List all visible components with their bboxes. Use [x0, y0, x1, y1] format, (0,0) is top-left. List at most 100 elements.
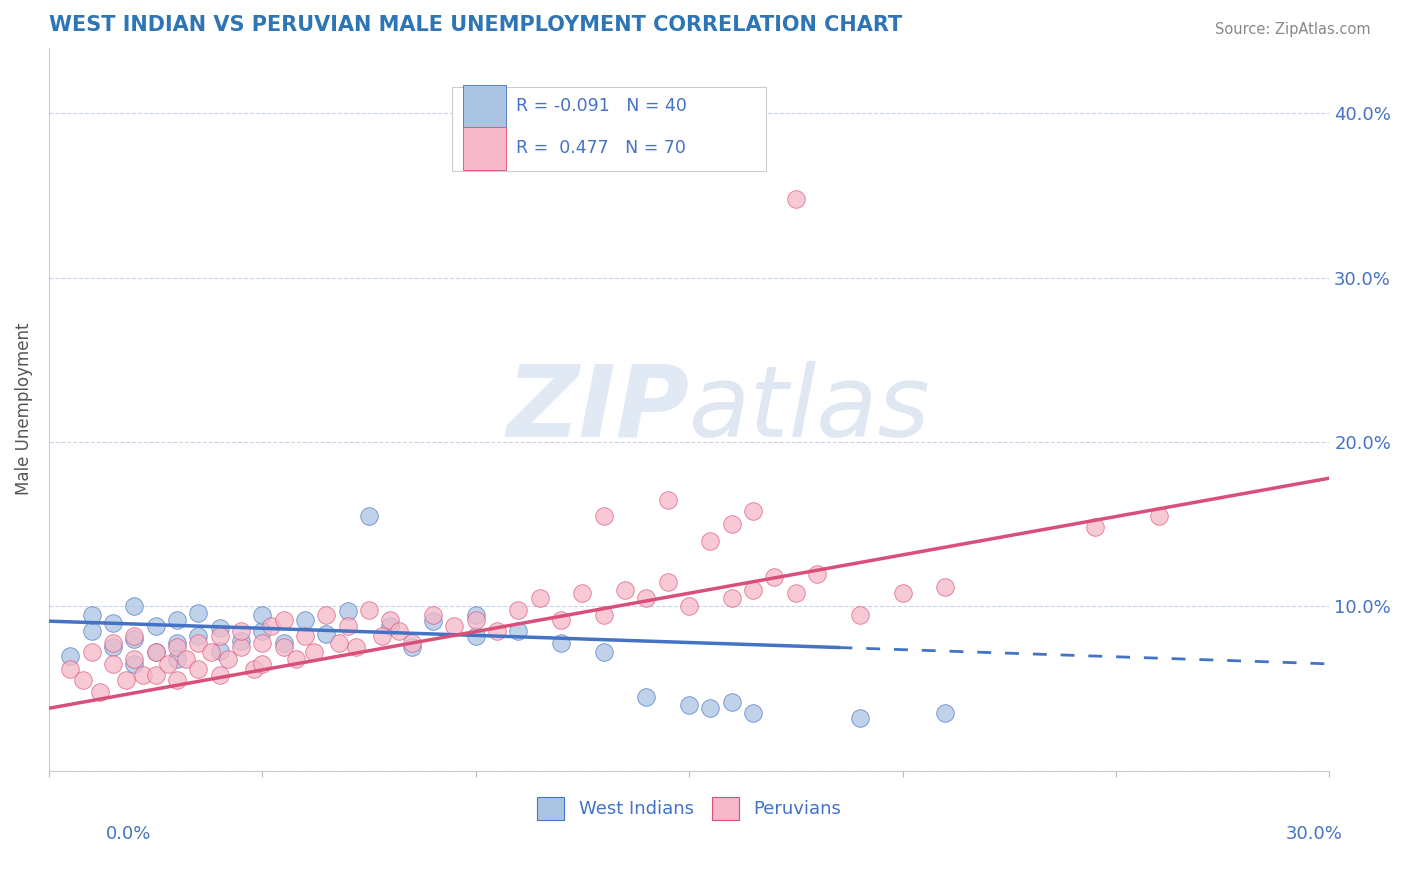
Point	[59, 648, 82, 663]
Point	[571, 586, 593, 600]
Point	[336, 604, 359, 618]
Point	[720, 517, 742, 532]
Point	[59, 662, 82, 676]
Point	[849, 607, 872, 622]
Point	[273, 640, 295, 655]
Point	[720, 591, 742, 606]
Point	[208, 668, 231, 682]
Point	[785, 586, 807, 600]
Text: WEST INDIAN VS PERUVIAN MALE UNEMPLOYMENT CORRELATION CHART: WEST INDIAN VS PERUVIAN MALE UNEMPLOYMEN…	[49, 15, 903, 35]
Point	[302, 645, 325, 659]
Point	[657, 492, 679, 507]
Point	[678, 599, 700, 614]
Point	[636, 591, 658, 606]
Point	[101, 635, 124, 649]
Point	[174, 652, 197, 666]
Point	[592, 645, 614, 659]
Point	[742, 504, 765, 518]
Point	[208, 629, 231, 643]
Point	[720, 695, 742, 709]
Point	[742, 582, 765, 597]
Point	[217, 652, 239, 666]
FancyBboxPatch shape	[453, 87, 766, 170]
Point	[443, 619, 465, 633]
Point	[464, 629, 486, 643]
Point	[934, 580, 956, 594]
Point	[285, 652, 308, 666]
Point	[132, 668, 155, 682]
Point	[273, 613, 295, 627]
Point	[80, 624, 103, 638]
Point	[72, 673, 94, 688]
Point	[529, 591, 551, 606]
Point	[891, 586, 914, 600]
Point	[208, 644, 231, 658]
Point	[273, 635, 295, 649]
Point	[464, 607, 486, 622]
Point	[699, 701, 721, 715]
Point	[508, 602, 530, 616]
Point	[336, 619, 359, 633]
Point	[157, 657, 180, 671]
Text: atlas: atlas	[689, 360, 931, 458]
Point	[124, 632, 146, 647]
Point	[166, 613, 188, 627]
Point	[401, 640, 423, 655]
Point	[80, 645, 103, 659]
Point	[806, 566, 828, 581]
Point	[80, 607, 103, 622]
Point	[678, 698, 700, 712]
Point	[657, 574, 679, 589]
Point	[229, 640, 252, 655]
Point	[124, 629, 146, 643]
Point	[315, 627, 337, 641]
Point	[592, 607, 614, 622]
Point	[699, 533, 721, 548]
Point	[252, 624, 274, 638]
Point	[294, 629, 316, 643]
Point	[145, 645, 167, 659]
Y-axis label: Male Unemployment: Male Unemployment	[15, 323, 32, 495]
Point	[114, 673, 136, 688]
Point	[422, 614, 444, 628]
Point	[124, 599, 146, 614]
Point	[380, 619, 402, 633]
Legend: West Indians, Peruvians: West Indians, Peruvians	[530, 790, 848, 827]
Point	[550, 635, 572, 649]
Point	[252, 607, 274, 622]
Point	[145, 668, 167, 682]
Point	[166, 640, 188, 655]
Point	[200, 645, 222, 659]
Text: ZIP: ZIP	[506, 360, 689, 458]
Point	[1083, 520, 1105, 534]
Point	[742, 706, 765, 721]
Point	[1147, 508, 1170, 523]
Text: 0.0%: 0.0%	[105, 825, 150, 843]
Point	[636, 690, 658, 704]
Point	[187, 606, 209, 620]
Point	[344, 640, 367, 655]
Text: R =  0.477   N = 70: R = 0.477 N = 70	[516, 139, 686, 157]
Point	[614, 582, 637, 597]
Point	[187, 629, 209, 643]
Point	[371, 629, 394, 643]
Point	[101, 657, 124, 671]
Point	[260, 619, 283, 633]
Point	[166, 635, 188, 649]
Point	[124, 652, 146, 666]
Text: 30.0%: 30.0%	[1286, 825, 1343, 843]
Point	[328, 635, 350, 649]
FancyBboxPatch shape	[463, 127, 506, 169]
Point	[849, 711, 872, 725]
Point	[763, 570, 786, 584]
Point	[229, 624, 252, 638]
Point	[208, 621, 231, 635]
Point	[89, 685, 111, 699]
Point	[508, 624, 530, 638]
Point	[187, 662, 209, 676]
Point	[187, 635, 209, 649]
Point	[357, 602, 380, 616]
Point	[145, 645, 167, 659]
FancyBboxPatch shape	[463, 86, 506, 128]
Point	[550, 613, 572, 627]
